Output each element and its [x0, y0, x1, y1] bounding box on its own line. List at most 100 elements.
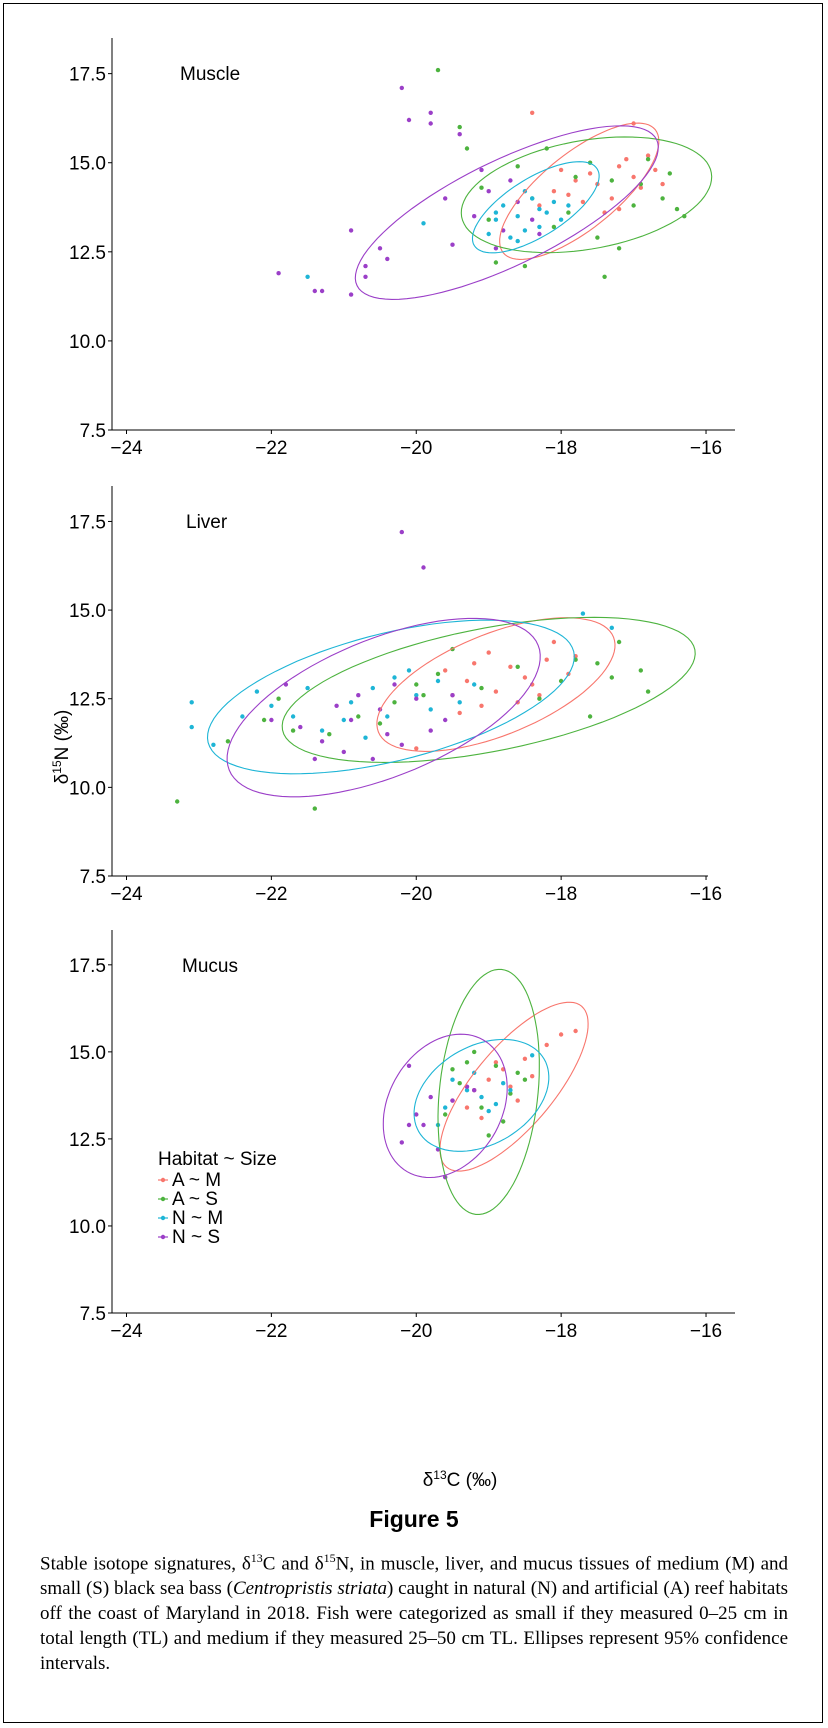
liver-point-n-s: [334, 703, 339, 708]
muscle-point-a-s: [464, 146, 470, 151]
liver-point-a-s: [515, 664, 520, 669]
legend-entry-n-s: N ~ S: [172, 1227, 220, 1248]
mucus-point-n-s: [414, 1112, 419, 1117]
muscle-point-a-s: [493, 260, 499, 265]
muscle-point-a-m: [558, 167, 564, 173]
liver-point-a-s: [587, 714, 593, 719]
liver-y-tick-label: 17.5: [69, 512, 106, 533]
muscle-point-n-s: [486, 189, 491, 194]
liver-y-tick-label: 10.0: [69, 778, 106, 799]
mucus-ellipse-a-m: [439, 1001, 589, 1172]
muscle-point-a-s: [457, 124, 462, 130]
muscle-panel: 7.5 10.0 12.5 15.0 17.5 −24 −22 −20 −18 −16 Muscle: [69, 38, 735, 459]
mucus-x-tick-label: −20: [400, 1321, 432, 1342]
liver-point-n-m: [269, 703, 274, 708]
liver-x-tick-label: −16: [690, 884, 722, 905]
liver-point-a-m: [508, 664, 513, 669]
liver-ellipse-n-s: [226, 617, 541, 798]
muscle-point-a-s: [674, 206, 680, 212]
muscle-panel-label: Muscle: [180, 64, 240, 85]
mucus-point-n-s: [399, 1140, 404, 1145]
muscle-point-a-m: [551, 189, 557, 194]
muscle-point-n-s: [276, 271, 281, 276]
muscle-point-a-s: [602, 274, 607, 279]
muscle-point-n-s: [428, 121, 433, 126]
mucus-point-a-m: [530, 1074, 535, 1079]
mucus-point-a-m: [479, 1115, 484, 1121]
liver-point-n-s: [399, 742, 404, 747]
liver-point-a-s: [312, 806, 317, 811]
liver-point-n-m: [305, 685, 310, 691]
muscle-point-a-s: [631, 203, 636, 208]
muscle-point-n-s: [450, 242, 455, 247]
liver-point-n-m: [348, 700, 354, 705]
muscle-point-a-m: [631, 174, 636, 180]
liver-point-a-m: [457, 710, 462, 716]
muscle-point-n-s: [348, 228, 354, 233]
legend-entry-a-s: A ~ S: [172, 1189, 218, 1210]
muscle-point-a-m: [573, 178, 578, 183]
muscle-point-n-s: [312, 288, 317, 294]
liver-point-n-s: [414, 696, 419, 701]
muscle-point-n-s: [508, 178, 513, 183]
mucus-point-n-m: [443, 1105, 448, 1110]
muscle-point-n-m: [537, 224, 542, 230]
mucus-y-tick-label: 12.5: [69, 1130, 106, 1151]
muscle-point-n-m: [537, 206, 542, 212]
muscle-point-n-m: [305, 274, 310, 279]
mucus-x-tick-label: −22: [255, 1321, 287, 1342]
mucus-point-a-s: [472, 1049, 477, 1055]
muscle-point-a-s: [551, 224, 557, 230]
mucus-y-tick-label: 17.5: [69, 956, 106, 977]
liver-point-n-s: [370, 756, 375, 762]
muscle-point-n-m: [558, 217, 564, 222]
mucus-point-a-m: [558, 1032, 564, 1037]
liver-point-n-m: [363, 735, 368, 740]
mucus-ellipse-n-m: [413, 1038, 550, 1152]
liver-point-n-s: [319, 739, 325, 744]
muscle-point-n-m: [493, 210, 499, 215]
liver-y-tick-label: 15.0: [69, 601, 106, 622]
liver-point-n-m: [341, 717, 346, 723]
liver-point-a-m: [486, 650, 491, 655]
muscle-point-a-m: [537, 203, 542, 208]
muscle-point-a-s: [667, 171, 672, 176]
liver-point-a-s: [616, 639, 622, 645]
muscle-x-tick-label: −22: [255, 438, 287, 459]
muscle-point-n-m: [486, 231, 491, 237]
mucus-point-a-s: [464, 1060, 470, 1065]
liver-point-a-s: [638, 668, 643, 673]
liver-x-tick-label: −22: [255, 884, 287, 905]
mucus-point-n-m: [486, 1108, 491, 1114]
mucus-point-n-s: [421, 1122, 426, 1128]
liver-point-n-s: [443, 717, 448, 723]
muscle-x-tick-label: −16: [690, 438, 722, 459]
mucus-point-n-m: [479, 1094, 484, 1100]
mucus-x-tick-label: −18: [545, 1321, 577, 1342]
muscle-point-n-s: [537, 231, 542, 237]
mucus-point-n-m: [508, 1088, 513, 1093]
legend-key-dot: [160, 1196, 166, 1202]
muscle-point-a-s: [435, 67, 441, 73]
y-axis-title: δ15N (‰): [50, 710, 73, 785]
mucus-point-a-s: [457, 1081, 462, 1086]
muscle-point-n-m: [515, 214, 520, 219]
liver-point-a-m: [472, 661, 477, 666]
mucus-point-a-m: [515, 1098, 520, 1103]
muscle-point-n-s: [428, 110, 433, 116]
muscle-point-a-s: [595, 235, 600, 240]
x-axis-title: δ13C (‰): [423, 1468, 498, 1491]
muscle-point-a-m: [616, 164, 622, 169]
muscle-point-n-m: [493, 217, 499, 222]
mucus-ellipse-a-s: [437, 968, 540, 1215]
figure-plots: 7.5 10.0 12.5 15.0 17.5 −24 −22 −20 −18 −16 Muscle…: [50, 38, 735, 1491]
muscle-point-n-m: [501, 203, 506, 208]
legend-key-dot: [160, 1234, 166, 1240]
liver-point-n-m: [189, 700, 194, 705]
liver-point-n-s: [428, 728, 433, 733]
mucus-point-n-m: [493, 1101, 499, 1107]
mucus-point-n-m: [450, 1077, 455, 1082]
liver-point-a-s: [645, 689, 651, 694]
muscle-point-n-s: [348, 292, 354, 297]
